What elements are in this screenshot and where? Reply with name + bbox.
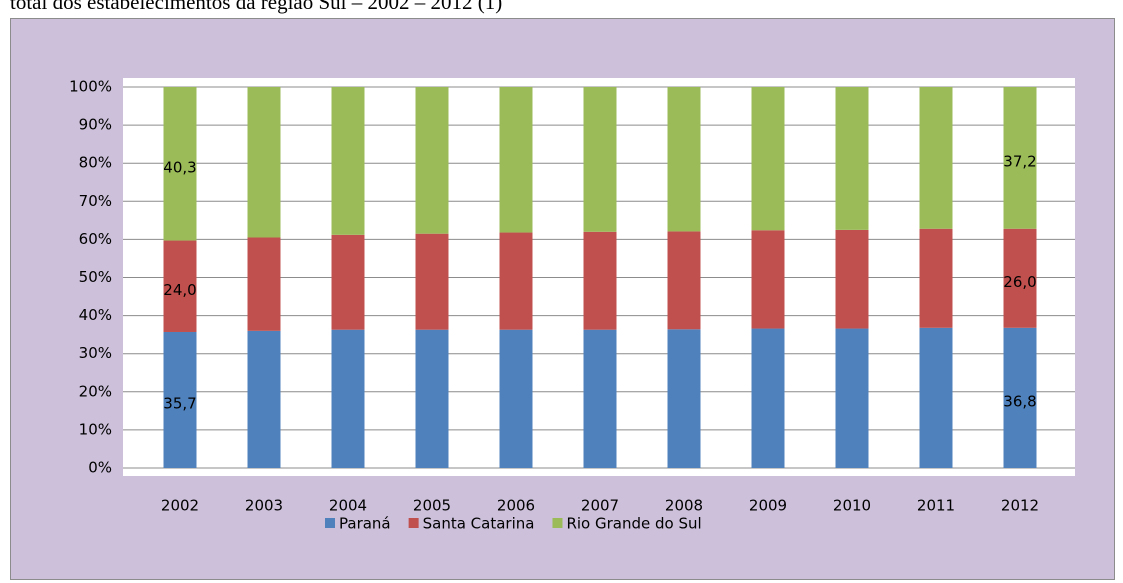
bar-segment (919, 327, 953, 468)
bar-segment (583, 231, 617, 330)
bar-segment (583, 87, 617, 232)
x-tick-label: 2012 (1001, 497, 1039, 515)
bar-segment (331, 87, 365, 235)
bar-segment (1003, 228, 1037, 328)
x-tick-label: 2002 (161, 497, 199, 515)
legend-label: Rio Grande do Sul (566, 515, 701, 533)
data-label: 40,3 (163, 158, 196, 176)
bar-segment (1003, 327, 1037, 468)
bar-segment (667, 329, 701, 468)
data-label: 36,8 (1003, 392, 1036, 410)
bar-segment (415, 233, 449, 330)
bar-segment (835, 229, 869, 329)
x-tick-label: 2006 (497, 497, 535, 515)
bar-segment (331, 329, 365, 468)
legend-label: Santa Catarina (423, 515, 535, 533)
y-tick-label: 20% (79, 382, 112, 400)
y-tick-label: 70% (79, 192, 112, 210)
legend-swatch (408, 518, 419, 528)
legend-label: Paraná (339, 515, 391, 533)
bar-segment (163, 331, 197, 468)
data-label: 26,0 (1003, 273, 1036, 291)
x-tick-label: 2007 (581, 497, 619, 515)
bar-segment (499, 87, 533, 233)
bar-segment (163, 240, 197, 332)
x-tick-label: 2010 (833, 497, 871, 515)
bar-segment (499, 232, 533, 330)
bar-segment (751, 230, 785, 329)
bar-segment (751, 87, 785, 231)
x-tick-label: 2009 (749, 497, 787, 515)
x-tick-label: 2005 (413, 497, 451, 515)
bar-segment (163, 87, 197, 241)
y-tick-label: 80% (79, 154, 112, 172)
bar-segment (247, 237, 281, 331)
bar-segment (835, 328, 869, 468)
x-tick-label: 2008 (665, 497, 703, 515)
bar-segment (1003, 87, 1037, 229)
bar-segment (583, 329, 617, 468)
x-tick-label: 2003 (245, 497, 283, 515)
bar-segment (835, 87, 869, 230)
bar-segment (919, 87, 953, 229)
x-tick-label: 2004 (329, 497, 367, 515)
y-tick-label: 30% (79, 344, 112, 362)
caption: total dos estabelecimentos da região Sul… (10, 0, 502, 14)
bar-segment (415, 329, 449, 468)
bar-segment (667, 87, 701, 232)
y-tick-label: 50% (79, 268, 112, 286)
legend-swatch (325, 518, 335, 528)
y-tick-label: 10% (79, 420, 112, 438)
y-tick-label: 60% (79, 230, 112, 248)
bar-segment (415, 87, 449, 234)
y-tick-label: 0% (88, 459, 112, 477)
bar-segment (247, 330, 281, 468)
bar-segment (331, 234, 365, 330)
bar-segment (247, 87, 281, 238)
bar-segment (499, 329, 533, 468)
bar-segment (751, 328, 785, 468)
bar-segment (919, 228, 953, 328)
legend-swatch (552, 518, 563, 528)
y-tick-label: 100% (69, 78, 112, 96)
bar-segment (667, 231, 701, 330)
data-label: 37,2 (1003, 152, 1036, 170)
x-tick-label: 2011 (917, 497, 955, 515)
data-label: 35,7 (163, 394, 196, 412)
y-tick-label: 90% (79, 116, 112, 134)
y-tick-label: 40% (79, 306, 112, 324)
data-label: 24,0 (163, 281, 196, 299)
